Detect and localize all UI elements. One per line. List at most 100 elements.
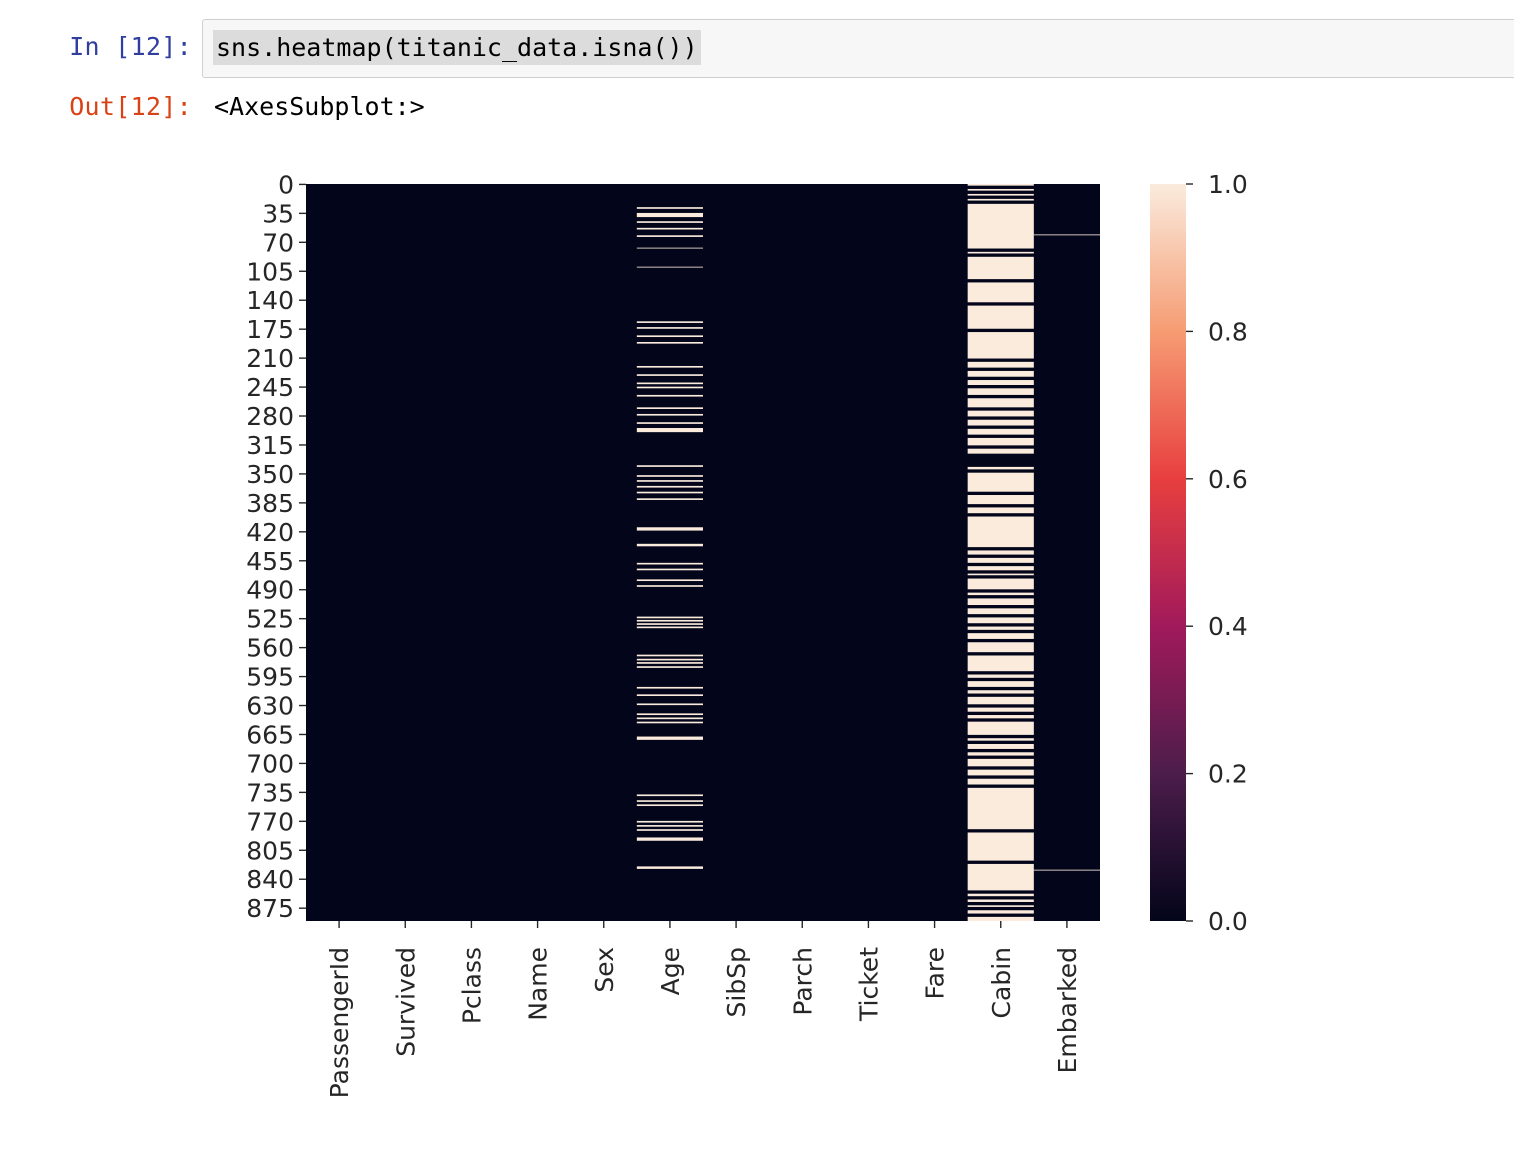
heatmap-cell-age [636, 825, 703, 827]
heatmap-cell-cabin [967, 863, 1034, 891]
y-tick-label: 315 [246, 431, 294, 460]
heatmap-cell-cabin [967, 188, 1034, 191]
heatmap-cell-age [636, 475, 703, 477]
x-tick-label: Name [524, 947, 553, 1021]
heatmap-cell-age [636, 694, 703, 697]
heatmap-cell-cabin [967, 398, 1034, 408]
heatmap-cell-age [636, 428, 703, 433]
heatmap-cell-cabin [967, 428, 1034, 435]
y-tick-label: 35 [262, 199, 294, 228]
heatmap-cell-cabin [967, 707, 1034, 712]
y-tick-label: 840 [246, 865, 294, 894]
heatmap-cell-cabin [967, 184, 1034, 186]
heatmap-cell-age [636, 713, 703, 716]
colorbar-tick-label: 1.0 [1208, 170, 1248, 199]
heatmap-cell-cabin [967, 332, 1034, 359]
heatmap-cell-cabin [967, 738, 1034, 741]
y-tick-label: 210 [246, 344, 294, 373]
heatmap-cell-cabin [967, 566, 1034, 571]
y-tick-label: 490 [246, 576, 294, 605]
heatmap-cell-cabin [967, 380, 1034, 385]
x-tick-label: Survived [391, 947, 420, 1057]
heatmap-cell-age [636, 341, 703, 344]
y-tick-label: 595 [246, 663, 294, 692]
heatmap-cell-cabin [967, 752, 1034, 756]
y-tick-label: 700 [246, 749, 294, 778]
heatmap-cell-age [636, 717, 703, 720]
y-tick-label: 105 [246, 257, 294, 286]
heatmap-cell-age [636, 866, 703, 869]
heatmap-cell-age [636, 422, 703, 424]
heatmap-cell-age [636, 585, 703, 587]
heatmap-cell-age [636, 327, 703, 329]
heatmap-cell-age [636, 800, 703, 802]
heatmap-cell-cabin [967, 832, 1034, 861]
y-tick-label: 630 [246, 692, 294, 721]
heatmap-cell-age [636, 207, 703, 209]
y-tick-label: 420 [246, 518, 294, 547]
heatmap-cell-age [636, 365, 703, 368]
heatmap-cell-age [636, 527, 703, 531]
heatmap-cell-cabin [967, 256, 1034, 280]
heatmap-cell-age [636, 794, 703, 797]
heatmap-cell-age [636, 568, 703, 571]
x-tick-label: Pclass [457, 947, 486, 1024]
heatmap-cell-cabin [967, 642, 1034, 653]
heatmap-cell-age [636, 579, 703, 582]
heatmap-cell-cabin [967, 507, 1034, 514]
heatmap-cell-cabin [967, 681, 1034, 687]
y-tick-label: 350 [246, 460, 294, 489]
heatmap-cell-cabin [967, 361, 1034, 368]
code-input-cell[interactable]: sns.heatmap(titanic_data.isna()) [202, 19, 1514, 78]
heatmap-cell-cabin [967, 696, 1034, 705]
heatmap-cell-age [636, 666, 703, 668]
heatmap-cell-cabin [967, 388, 1034, 395]
heatmap-cell-cabin [967, 193, 1034, 196]
heatmap-cell-cabin [967, 899, 1034, 902]
heatmap-cell-age [636, 374, 703, 376]
heatmap-cell-age [636, 413, 703, 416]
y-tick-label: 70 [262, 228, 294, 257]
heatmap-cell-age [636, 247, 703, 249]
heatmap-cell-age [636, 562, 703, 565]
heatmap-cell-cabin [967, 466, 1034, 470]
heatmap-cell-cabin [967, 674, 1034, 678]
heatmap-cell-age [636, 662, 703, 664]
y-tick-label: 875 [246, 894, 294, 923]
y-tick-label: 140 [246, 286, 294, 315]
heatmap-cell-cabin [967, 690, 1034, 694]
colorbar-tick-label: 0.2 [1208, 760, 1248, 789]
x-tick-label: PassengerId [325, 947, 354, 1098]
input-prompt: In [12]: [69, 32, 192, 61]
heatmap-cell-cabin [967, 905, 1034, 907]
colorbar [1150, 184, 1186, 921]
x-tick-label: SibSp [722, 947, 751, 1017]
heatmap-cell-age [636, 543, 703, 547]
heatmap-cell-cabin [967, 557, 1034, 563]
heatmap-cell-age [636, 407, 703, 409]
heatmap-cell-age [636, 382, 703, 385]
heatmap-cell-cabin [967, 419, 1034, 426]
colorbar-tick-label: 0.4 [1208, 612, 1248, 641]
heatmap-cell-cabin [967, 758, 1034, 767]
heatmap-cell-cabin [967, 472, 1034, 492]
heatmap-cell-cabin [967, 573, 1034, 576]
code-text[interactable]: sns.heatmap(titanic_data.isna()) [213, 30, 701, 65]
heatmap-cell-cabin [967, 787, 1034, 830]
x-tick-label: Cabin [987, 947, 1016, 1018]
heatmap-cell-cabin [967, 578, 1034, 590]
heatmap-cell-age [636, 394, 703, 397]
heatmap-cell-age [636, 703, 703, 706]
y-tick-label: 0 [278, 170, 294, 199]
y-tick-label: 805 [246, 836, 294, 865]
heatmap-cell-age [636, 736, 703, 740]
heatmap-cell-cabin [967, 769, 1034, 776]
y-tick-label: 665 [246, 720, 294, 749]
heatmap-cell-age [636, 321, 703, 323]
x-tick-label: Sex [590, 947, 619, 993]
heatmap-cell-age [636, 837, 703, 841]
heatmap-cell-cabin [967, 550, 1034, 555]
heatmap-cell-age [636, 616, 703, 619]
heatmap-cell-age [636, 804, 703, 807]
